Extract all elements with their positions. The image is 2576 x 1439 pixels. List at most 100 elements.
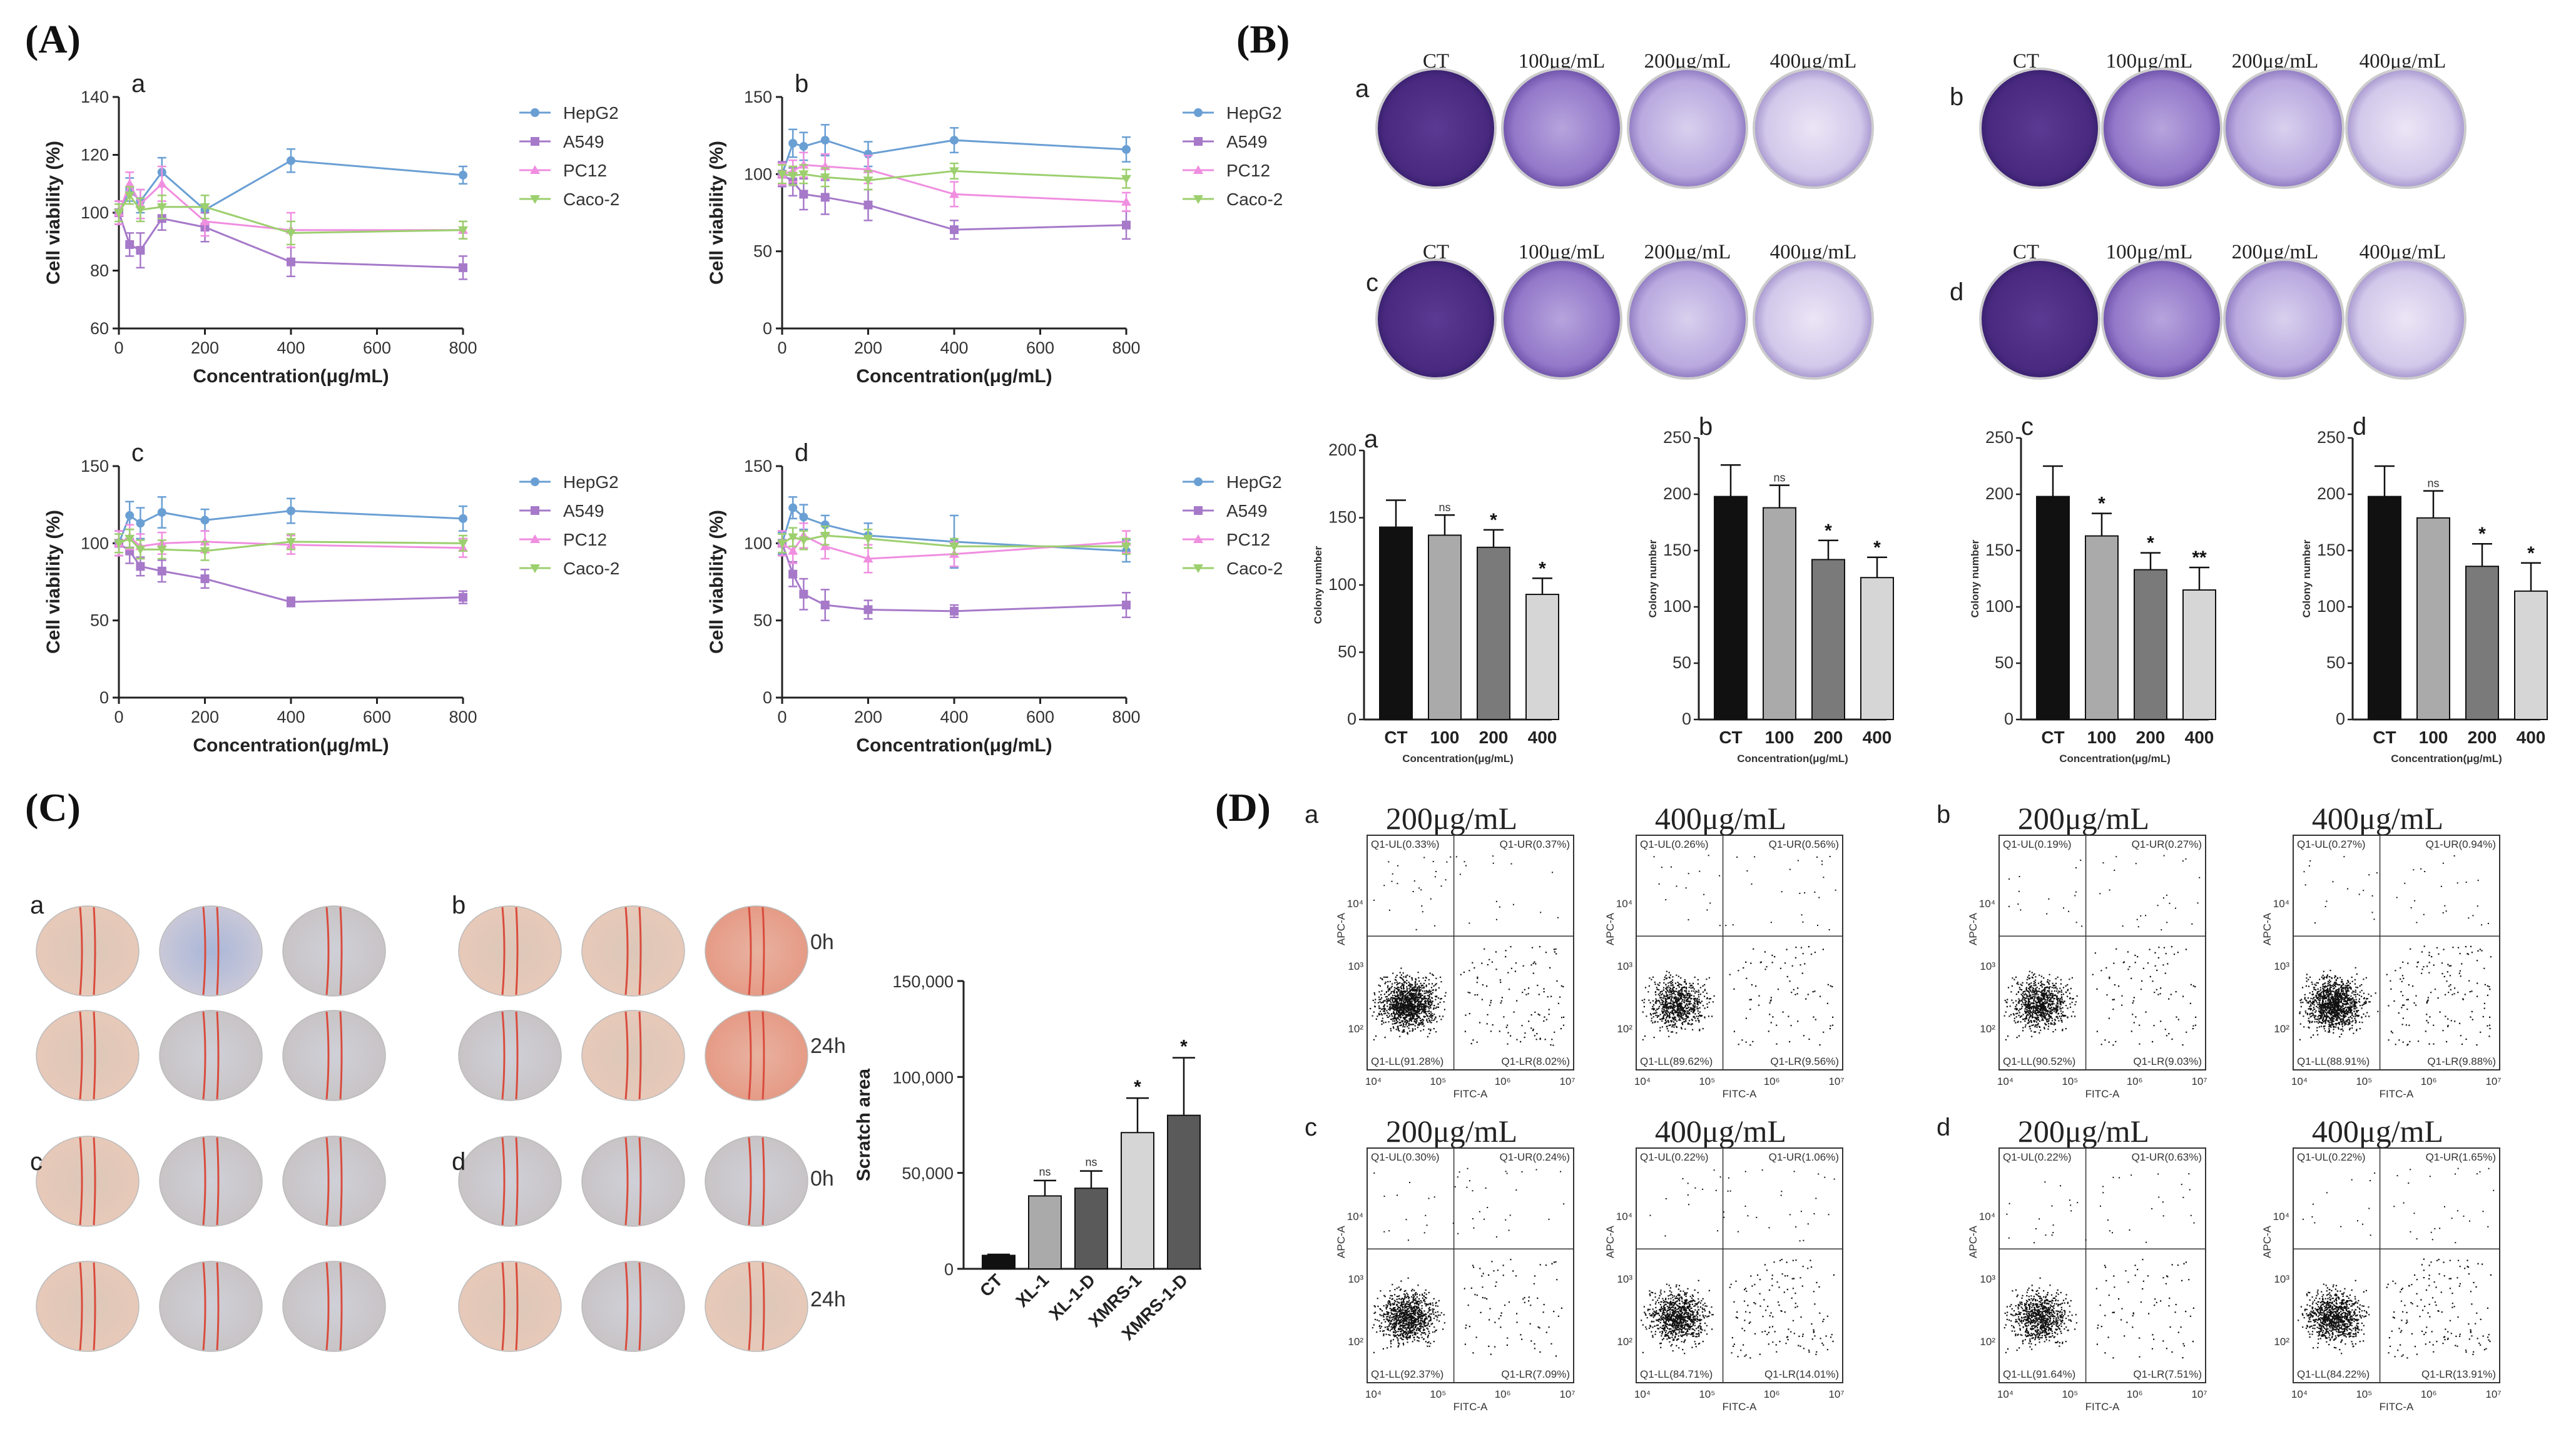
plate <box>2101 68 2222 189</box>
plate <box>1501 68 1622 189</box>
x-tick-label: 10⁶ <box>2421 1388 2437 1400</box>
x-axis-title: FITC-A <box>2085 1401 2120 1413</box>
legend-label: HepG2 <box>563 472 619 492</box>
data-point <box>125 191 135 201</box>
y-axis-title: APC-A <box>1335 1225 1347 1258</box>
plate-label-100: 100μg/mL <box>2106 50 2193 73</box>
y-tick-label: 100 <box>1663 597 1691 616</box>
x-tick-label: 400 <box>2185 728 2214 747</box>
x-tick-label: 10⁴ <box>1365 1075 1382 1087</box>
x-tick-label: 400 <box>277 338 305 357</box>
legend-label: HepG2 <box>563 103 619 123</box>
quadrant-lr-label: Q1-LR(13.91%) <box>2421 1368 2496 1380</box>
significance-label: ns <box>1438 501 1450 514</box>
scratch-edge <box>93 1262 96 1351</box>
data-point <box>788 139 798 148</box>
flow-dot-cloud <box>1370 946 1565 1046</box>
data-point <box>777 539 787 549</box>
flow-frame <box>1367 1147 1574 1383</box>
flow-plot: 200μg/mL d Q1-UL(0.22%) Q1-UR(0.63%) Q1-LL(9… <box>1937 1114 2207 1413</box>
chart-sub-letter: b <box>795 70 808 98</box>
x-tick-label: 10⁵ <box>1699 1388 1715 1400</box>
legend-label: Caco-2 <box>1226 190 1283 209</box>
bar <box>982 1254 1016 1269</box>
scratch-edge <box>515 1011 519 1100</box>
x-tick-label: 10⁵ <box>1430 1075 1446 1087</box>
y-tick-label: 10³ <box>1980 960 1995 972</box>
flow-dots <box>2003 1259 2194 1359</box>
y-tick-label: 60 <box>90 319 109 338</box>
y-tick-label: 200 <box>1328 440 1357 459</box>
x-tick-label: 10⁷ <box>1559 1388 1575 1400</box>
scratch-well <box>581 1136 685 1227</box>
bar <box>1714 496 1748 720</box>
legend-marker <box>531 108 539 117</box>
y-tick-label: 150 <box>744 457 772 475</box>
y-tick-label: 100 <box>1985 597 2013 616</box>
significance-label: ns <box>2427 477 2439 490</box>
flow-concentration-label: 400μg/mL <box>2312 801 2443 836</box>
panel-label-A: (A) <box>25 17 81 61</box>
scratch-well <box>581 1261 685 1352</box>
scratch-well <box>282 1010 386 1101</box>
x-tick-label: 200 <box>1479 728 1509 747</box>
flow-dots <box>2299 945 2492 1046</box>
y-tick-label: 100 <box>2317 597 2345 616</box>
flow-dot-cloud <box>1641 946 1834 1046</box>
scratch-images <box>36 905 808 1352</box>
x-tick-label: 10⁶ <box>1495 1388 1511 1400</box>
y-axis-title: Cell viability (%) <box>706 141 727 285</box>
quadrant-ur-label: Q1-UR(1.65%) <box>2426 1151 2496 1163</box>
plate <box>2345 258 2467 380</box>
plate <box>1979 68 2100 189</box>
flow-dot-cloud <box>1372 1259 1562 1357</box>
y-axis-title: Cell viability (%) <box>43 510 64 654</box>
y-tick-label: 10³ <box>2274 960 2289 972</box>
data-point <box>788 171 798 181</box>
y-tick-label: 10⁴ <box>1979 1211 1995 1223</box>
data-point <box>286 537 296 547</box>
bar <box>2036 496 2070 720</box>
x-axis-title: Concentration(μg/mL) <box>193 735 389 756</box>
data-point <box>458 226 468 235</box>
plate <box>2223 258 2344 380</box>
scratch-d-letter: d <box>452 1148 466 1176</box>
scratch-edge <box>761 907 765 995</box>
significance-label: * <box>1873 537 1881 558</box>
legend-marker <box>530 534 540 543</box>
y-tick-label: 50 <box>90 611 109 630</box>
legend-label: PC12 <box>1226 530 1270 549</box>
colony-plates: a CT 100μg/mL 200μg/mL 400μg/mL b CT 100… <box>1355 50 2467 380</box>
scratch-edge <box>325 1011 330 1100</box>
y-axis-title: APC-A <box>1604 1225 1616 1258</box>
y-tick-label: 50 <box>1995 653 2013 672</box>
x-tick-label: 200 <box>1814 728 1843 747</box>
scratch-edge <box>339 907 343 995</box>
scratch-well <box>36 905 140 997</box>
flow-dot-cloud <box>2298 1258 2492 1359</box>
y-tick-label: 250 <box>1663 428 1691 447</box>
scratch-edge <box>761 1011 765 1100</box>
x-tick-label: 200 <box>854 708 882 726</box>
x-tick-label: 10⁵ <box>2062 1388 2078 1400</box>
legend-label: PC12 <box>563 530 607 549</box>
flow-dot-cloud <box>2003 1259 2194 1359</box>
legend-marker <box>1194 108 1203 117</box>
x-tick-label: 10⁴ <box>1634 1388 1651 1400</box>
chart-sub-letter: c <box>131 439 144 467</box>
flow-dots <box>1641 946 1834 1046</box>
x-tick-label: 10⁶ <box>1764 1075 1780 1087</box>
y-tick-label: 10² <box>1348 1023 1363 1035</box>
scratch-edge <box>638 1011 642 1100</box>
x-axis-title: Concentration(μg/mL) <box>2059 753 2171 765</box>
quadrant-lr-label: Q1-LR(9.03%) <box>2133 1055 2202 1067</box>
significance-label: ns <box>1039 1166 1051 1178</box>
scratch-well <box>458 1010 562 1101</box>
legend-label: Caco-2 <box>1226 559 1283 578</box>
y-tick-label: 10³ <box>2274 1273 2289 1285</box>
flow-concentration-label: 200μg/mL <box>2018 1114 2149 1149</box>
y-tick-label: 0 <box>944 1260 954 1279</box>
plate <box>1501 258 1622 380</box>
data-point <box>799 589 808 599</box>
